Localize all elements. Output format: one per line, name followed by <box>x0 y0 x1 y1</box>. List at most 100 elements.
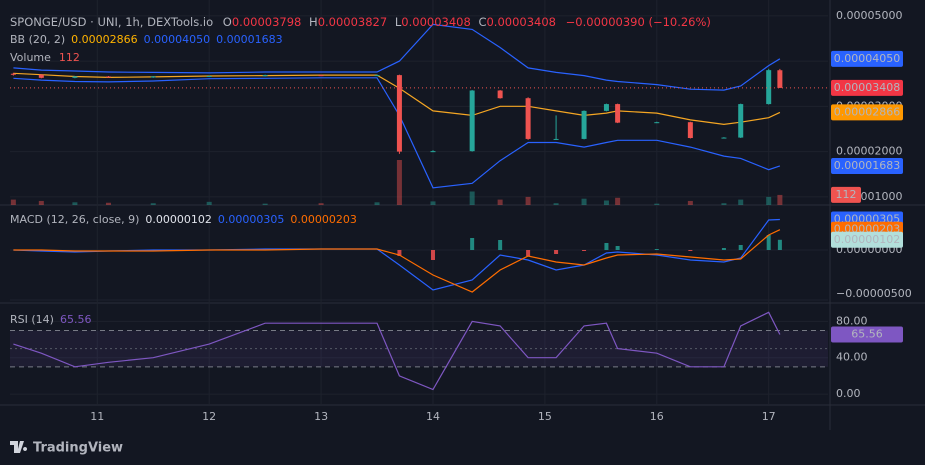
histogram-bar <box>554 250 559 254</box>
indicator-line <box>13 72 781 126</box>
legend-value: 0.00002866 <box>71 33 137 46</box>
candle-body <box>687 122 693 139</box>
candle-body <box>72 76 78 78</box>
histogram-bar <box>526 250 531 256</box>
histogram-bar <box>604 243 609 250</box>
x-tick-label: 16 <box>650 410 664 423</box>
legend-value: 0.00000305 <box>218 213 284 226</box>
x-tick-label: 11 <box>90 410 104 423</box>
volume-bar <box>766 196 772 205</box>
histogram-bar <box>738 245 743 250</box>
candle-body <box>10 73 16 75</box>
ohlc-value: 0.00003408 <box>401 15 471 29</box>
x-tick-label: 17 <box>762 410 776 423</box>
header: SPONGE/USD · UNI, 1h, DEXTools.io O0.000… <box>10 15 711 29</box>
candle-body <box>738 104 744 138</box>
volume-bar <box>38 200 44 205</box>
change: −0.00000390 (−10.26%) <box>566 15 711 29</box>
legend-name: MACD (12, 26, close, 9) <box>10 213 139 226</box>
volume-legend: Volume 112 <box>10 51 80 64</box>
candle-body <box>469 90 475 152</box>
volume-bar <box>430 201 436 205</box>
legend-name: RSI (14) <box>10 313 54 326</box>
candle-body <box>150 76 156 78</box>
legend-value: 0.00004050 <box>144 33 210 46</box>
indicator-line <box>13 218 780 291</box>
y-tick-label: 40.00 <box>836 351 868 364</box>
volume-bar <box>497 199 503 205</box>
histogram-bar <box>498 240 503 250</box>
ohlc-key: L <box>395 15 402 29</box>
footer-logo: TradingView <box>10 441 123 456</box>
histogram-bar <box>766 235 771 250</box>
candle-body <box>581 110 587 139</box>
volume-bar <box>603 200 609 205</box>
x-tick-label: 15 <box>538 410 552 423</box>
candle-body <box>654 122 660 124</box>
ohlc-key: H <box>309 15 318 29</box>
histogram-bar <box>470 238 475 250</box>
indicator-line <box>13 77 781 189</box>
price-badge <box>831 231 903 248</box>
volume-bar <box>396 160 402 205</box>
volume-bar <box>721 203 727 205</box>
candle-body <box>553 138 559 140</box>
volume-bar <box>654 203 660 205</box>
price-badge-label: 0.00003408 <box>834 81 900 94</box>
price-badge <box>831 326 903 343</box>
price-badge <box>831 50 903 67</box>
candle-body <box>374 75 380 77</box>
candle-body <box>525 98 531 139</box>
candle-body <box>603 104 609 111</box>
candle-body <box>262 75 268 77</box>
legend-value: 0.00000203 <box>290 213 356 226</box>
volume-bar <box>553 203 559 205</box>
histogram-bar <box>582 250 587 251</box>
candle-body <box>38 74 44 78</box>
y-tick-label: 0.00 <box>836 387 861 400</box>
histogram-bar <box>688 250 693 251</box>
brand: TradingView <box>33 441 123 456</box>
legend-value: 0.00001683 <box>216 33 282 46</box>
histogram-bar <box>430 250 435 260</box>
ohlc-key: C <box>478 15 486 29</box>
volume-bar <box>105 202 111 205</box>
volume-bar <box>469 191 475 205</box>
symbol-title: SPONGE/USD · UNI, 1h, DEXTools.io <box>10 15 213 29</box>
candle-body <box>396 75 402 152</box>
logo-icon <box>10 441 28 453</box>
x-tick-label: 12 <box>202 410 216 423</box>
candle-body <box>105 76 111 78</box>
volume-badge-label: 112 <box>836 188 857 201</box>
price-badge-label: 0.00002866 <box>834 105 900 118</box>
candle-body <box>430 151 436 153</box>
volume-bar <box>581 198 587 205</box>
volume-bar <box>777 194 783 205</box>
price-badge-label: 0.00000102 <box>834 233 900 246</box>
volume-badge <box>831 186 861 203</box>
candle-body <box>721 137 727 139</box>
labels: 11 12 13 14 15 16 170.000010000.000020000.0000… <box>10 9 912 423</box>
volume-bar <box>525 196 531 205</box>
indicator-line <box>13 229 781 293</box>
marks <box>10 23 828 391</box>
histogram-bar <box>777 239 782 250</box>
histogram-bar <box>397 250 402 256</box>
price-badge <box>831 79 903 96</box>
candle-body <box>497 90 503 99</box>
indicator-line <box>13 311 781 391</box>
ohlc-value: 0.00003827 <box>318 15 388 29</box>
price-badge-label: 0.00004050 <box>834 52 900 65</box>
histogram-bar <box>654 249 659 250</box>
y-tick-label: 0.00005000 <box>836 9 902 22</box>
volume-bar <box>206 201 212 205</box>
price-badge <box>831 104 903 121</box>
volume-bar <box>262 203 268 205</box>
legend-value: 0.00000102 <box>145 213 211 226</box>
price-badge-label: 65.56 <box>851 327 883 340</box>
y-tick-label: 80.00 <box>836 314 868 327</box>
volume-bar <box>738 199 744 205</box>
